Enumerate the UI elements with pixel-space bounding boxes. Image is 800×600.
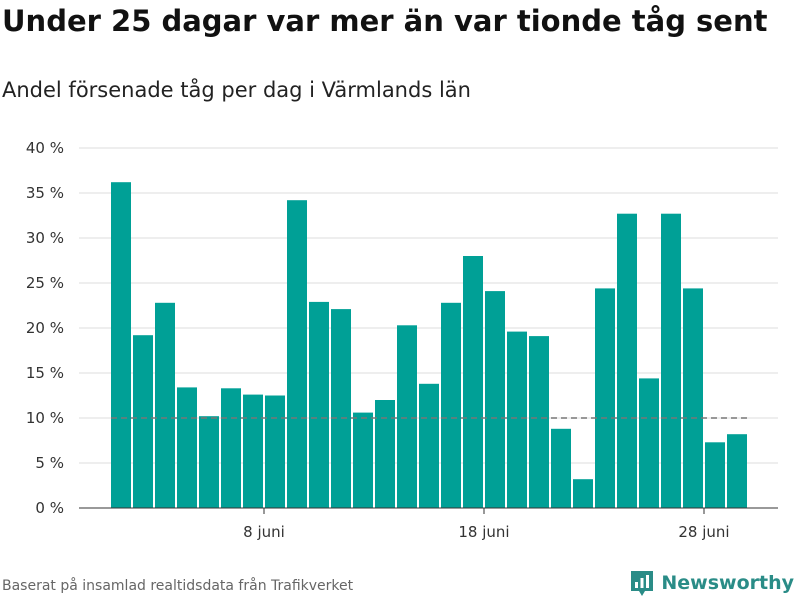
- x-axis: [79, 507, 778, 514]
- brand-name: Newsworthy: [661, 572, 794, 594]
- y-tick-label: 20 %: [26, 319, 64, 337]
- x-tick-label: 28 juni: [678, 523, 729, 541]
- bar: [507, 331, 527, 508]
- bar: [375, 400, 395, 508]
- brand-logo: Newsworthy: [629, 569, 794, 597]
- bar: [221, 388, 241, 508]
- y-tick-label: 40 %: [26, 139, 64, 157]
- bar: [705, 442, 725, 508]
- y-tick-label: 0 %: [35, 499, 64, 517]
- bar: [133, 335, 153, 508]
- y-tick-label: 10 %: [26, 409, 64, 427]
- x-tick-label: 18 juni: [458, 523, 509, 541]
- bar: [111, 182, 131, 508]
- source-note: Baserat på insamlad realtidsdata från Tr…: [2, 578, 354, 594]
- bar: [243, 394, 263, 508]
- bar: [419, 383, 439, 508]
- chart-title: Under 25 dagar var mer än var tionde tåg…: [2, 4, 768, 38]
- x-tick-label: 8 juni: [243, 523, 285, 541]
- bar: [529, 336, 549, 508]
- bar: [463, 256, 483, 508]
- bar: [441, 302, 461, 508]
- y-tick-label: 30 %: [26, 229, 64, 247]
- bar: [485, 291, 505, 508]
- x-axis-tick-labels: 8 juni 18 juni 28 juni: [243, 523, 729, 541]
- bar: [727, 434, 747, 508]
- bar: [331, 309, 351, 508]
- bar: [177, 387, 197, 508]
- chart-subtitle: Andel försenade tåg per dag i Värmlands …: [2, 78, 471, 102]
- bar: [573, 479, 593, 508]
- bar: [199, 416, 219, 508]
- bar: [353, 412, 373, 508]
- bar: [155, 302, 175, 508]
- bar: [661, 213, 681, 508]
- y-tick-label: 25 %: [26, 274, 64, 292]
- newsworthy-logo-icon: [631, 571, 654, 596]
- bar: [287, 200, 307, 508]
- bar: [617, 213, 637, 508]
- y-tick-label: 35 %: [26, 184, 64, 202]
- bar: [551, 428, 571, 508]
- y-axis-tick-labels: 0 % 5 % 10 % 15 % 20 % 25 % 30 % 35 % 40 %: [26, 139, 64, 517]
- y-tick-label: 5 %: [35, 454, 64, 472]
- bar: [639, 378, 659, 508]
- bar: [265, 395, 285, 508]
- bar: [309, 301, 329, 508]
- bar: [683, 288, 703, 508]
- y-tick-label: 15 %: [26, 364, 64, 382]
- bars: [111, 182, 747, 508]
- bar: [397, 325, 417, 508]
- bar: [595, 288, 615, 508]
